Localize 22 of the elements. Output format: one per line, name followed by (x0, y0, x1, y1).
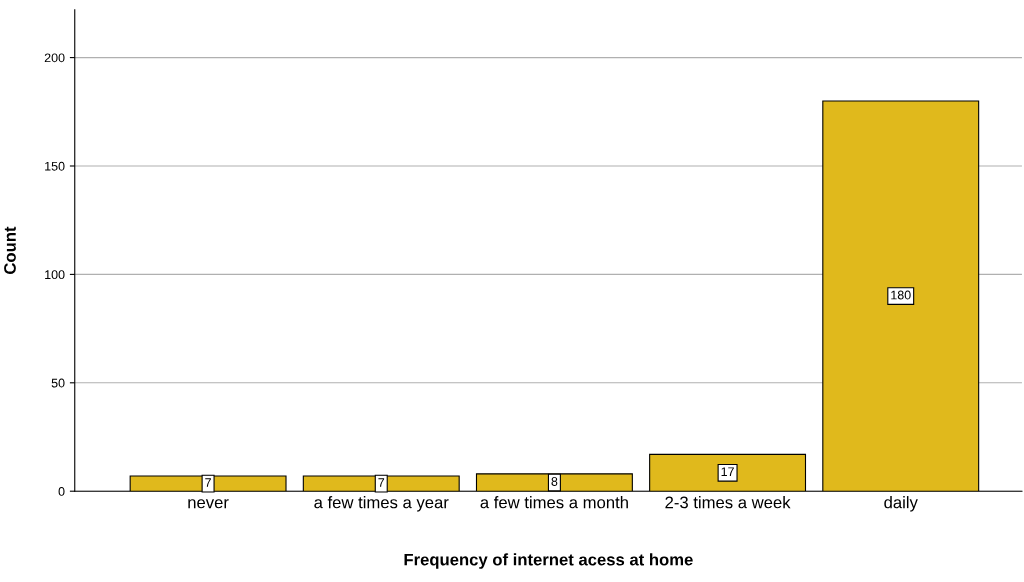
y-tick-label: 150 (45, 161, 65, 171)
data-label: 7 (378, 478, 385, 487)
bar (475, 473, 633, 492)
x-tick-label: a few times a year (314, 496, 449, 512)
x-tick-label: 2-3 times a week (665, 496, 791, 509)
data-label: 180 (891, 290, 911, 300)
y-axis-title: Count (4, 226, 16, 274)
x-tick-label: a few times a month (480, 496, 628, 509)
x-tick-label: daily (884, 496, 918, 512)
bar (822, 100, 980, 492)
bar (129, 475, 287, 492)
y-tick-label: 100 (45, 270, 65, 280)
x-axis-title: Frequency of internet acess at home (404, 553, 693, 569)
y-tick-label: 0 (58, 487, 65, 496)
y-tick-label: 50 (51, 378, 65, 388)
data-label: 8 (551, 477, 558, 486)
data-label: 7 (205, 478, 211, 487)
bar (649, 453, 807, 492)
x-tick-label: never (188, 499, 229, 509)
y-tick-label: 200 (44, 53, 65, 63)
data-label: 17 (721, 467, 734, 477)
bar (302, 475, 460, 492)
